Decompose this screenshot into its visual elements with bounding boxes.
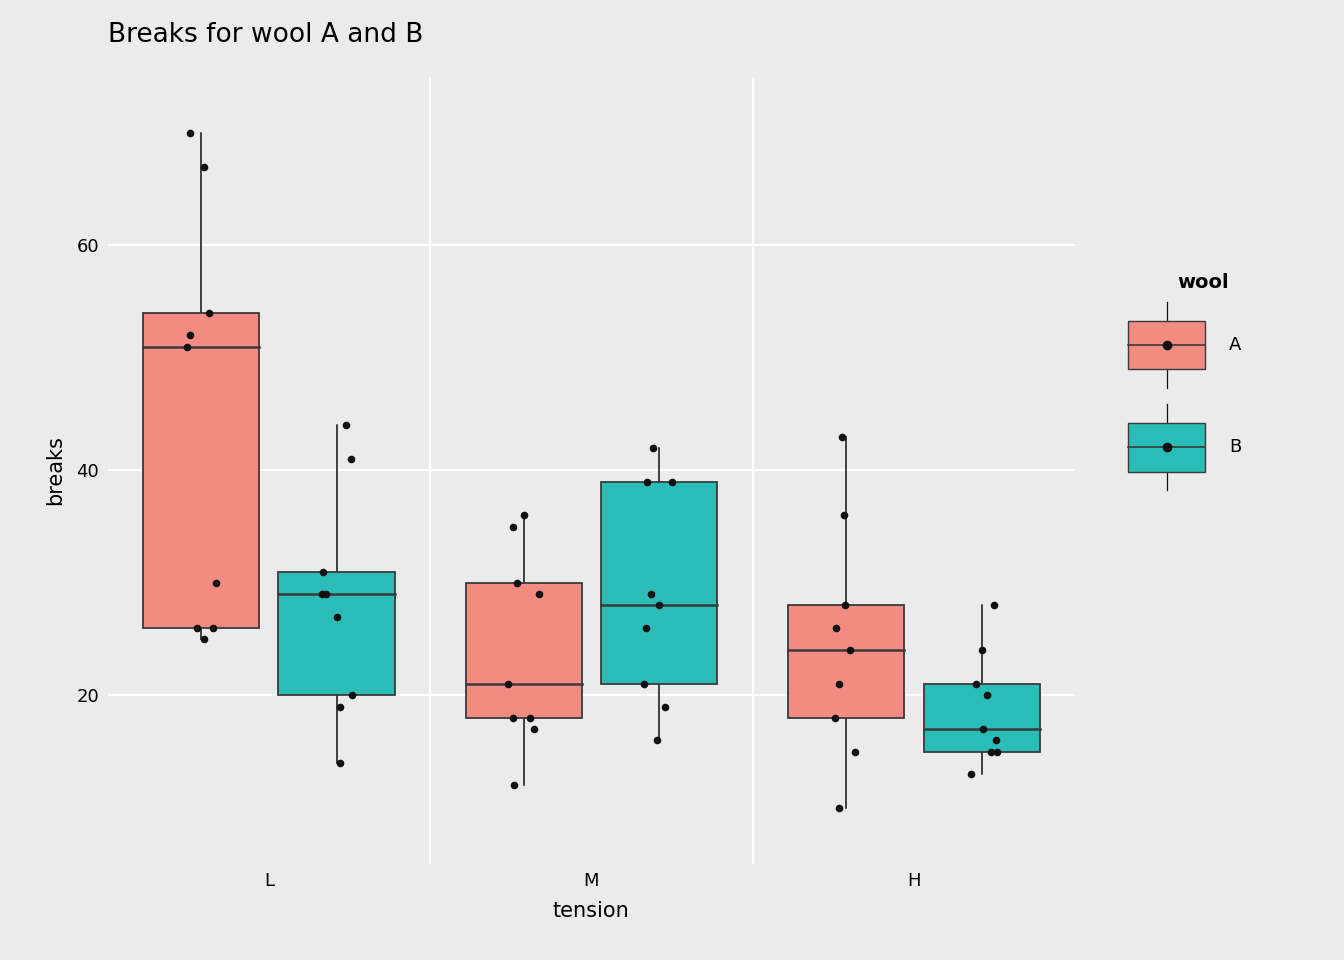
Bar: [142, 313, 259, 628]
Bar: [1128, 321, 1204, 370]
X-axis label: tension: tension: [552, 901, 630, 922]
Bar: [601, 482, 718, 684]
Bar: [278, 571, 395, 695]
Text: B: B: [1228, 439, 1242, 456]
Text: wool: wool: [1177, 273, 1228, 292]
Y-axis label: breaks: breaks: [46, 436, 66, 505]
Text: A: A: [1228, 336, 1242, 354]
Bar: [1128, 423, 1204, 471]
Bar: [788, 606, 905, 718]
Bar: [923, 684, 1040, 752]
Bar: [465, 583, 582, 718]
Text: Breaks for wool A and B: Breaks for wool A and B: [108, 22, 423, 48]
